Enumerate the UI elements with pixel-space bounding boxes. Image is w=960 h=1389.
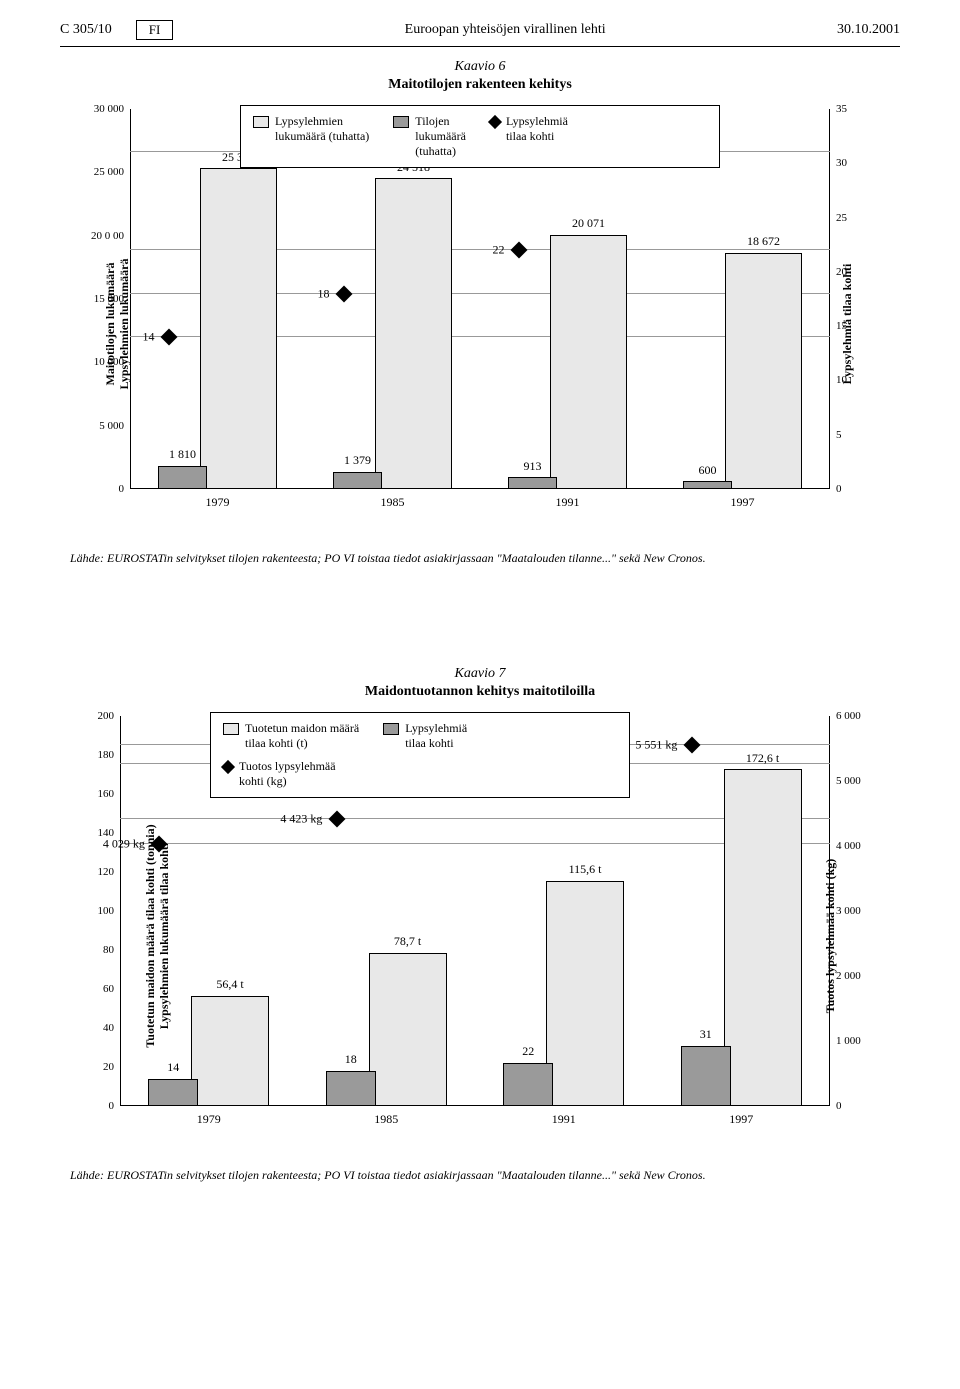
chart6-yleft-label: Maitotilojen lukumäärä Lypsylehmien luku… xyxy=(103,258,132,389)
chart7-legend-s1: Tuotetun maidon määrä tilaa kohti (t) xyxy=(245,721,359,751)
chart7-kaavio: Kaavio 7 xyxy=(60,666,900,682)
chart-6: Kaavio 6 Maitotilojen rakenteen kehitys … xyxy=(60,59,900,566)
chart6-legend-s1: Lypsylehmien lukumäärä (tuhatta) xyxy=(275,114,369,144)
chart7-legend-s3: Tuotos lypsylehmää kohti (kg) xyxy=(239,759,336,789)
chart6-source: Lähde: EUROSTATin selvitykset tilojen ra… xyxy=(70,551,900,566)
journal-title: Euroopan yhteisöjen virallinen lehti xyxy=(405,22,606,38)
chart7-title: Maidontuotannon kehitys maitotiloilla xyxy=(60,684,900,700)
chart-7: Kaavio 7 Maidontuotannon kehitys maitoti… xyxy=(60,666,900,1183)
chart6-title: Maitotilojen rakenteen kehitys xyxy=(60,77,900,93)
chart6-legend: Lypsylehmien lukumäärä (tuhatta) Tilojen… xyxy=(240,105,720,168)
chart6-plot: Lypsylehmien lukumäärä (tuhatta) Tilojen… xyxy=(130,109,830,489)
chart7-legend: Tuotetun maidon määrä tilaa kohti (t) Tu… xyxy=(210,712,630,798)
doc-ref: C 305/10 xyxy=(60,22,112,38)
chart6-kaavio: Kaavio 6 xyxy=(60,59,900,75)
chart7-source: Lähde: EUROSTATin selvitykset tilojen ra… xyxy=(70,1168,900,1183)
page-date: 30.10.2001 xyxy=(837,22,900,38)
chart7-plot: Tuotetun maidon määrä tilaa kohti (t) Tu… xyxy=(120,716,830,1106)
chart6-legend-s2: Tilojen lukumäärä (tuhatta) xyxy=(415,114,466,159)
page-header: C 305/10 FI Euroopan yhteisöjen virallin… xyxy=(60,20,900,47)
chart6-legend-s3: Lypsylehmiä tilaa kohti xyxy=(506,114,568,144)
chart7-legend-s2: Lypsylehmiä tilaa kohti xyxy=(405,721,467,751)
lang-box: FI xyxy=(136,20,174,40)
